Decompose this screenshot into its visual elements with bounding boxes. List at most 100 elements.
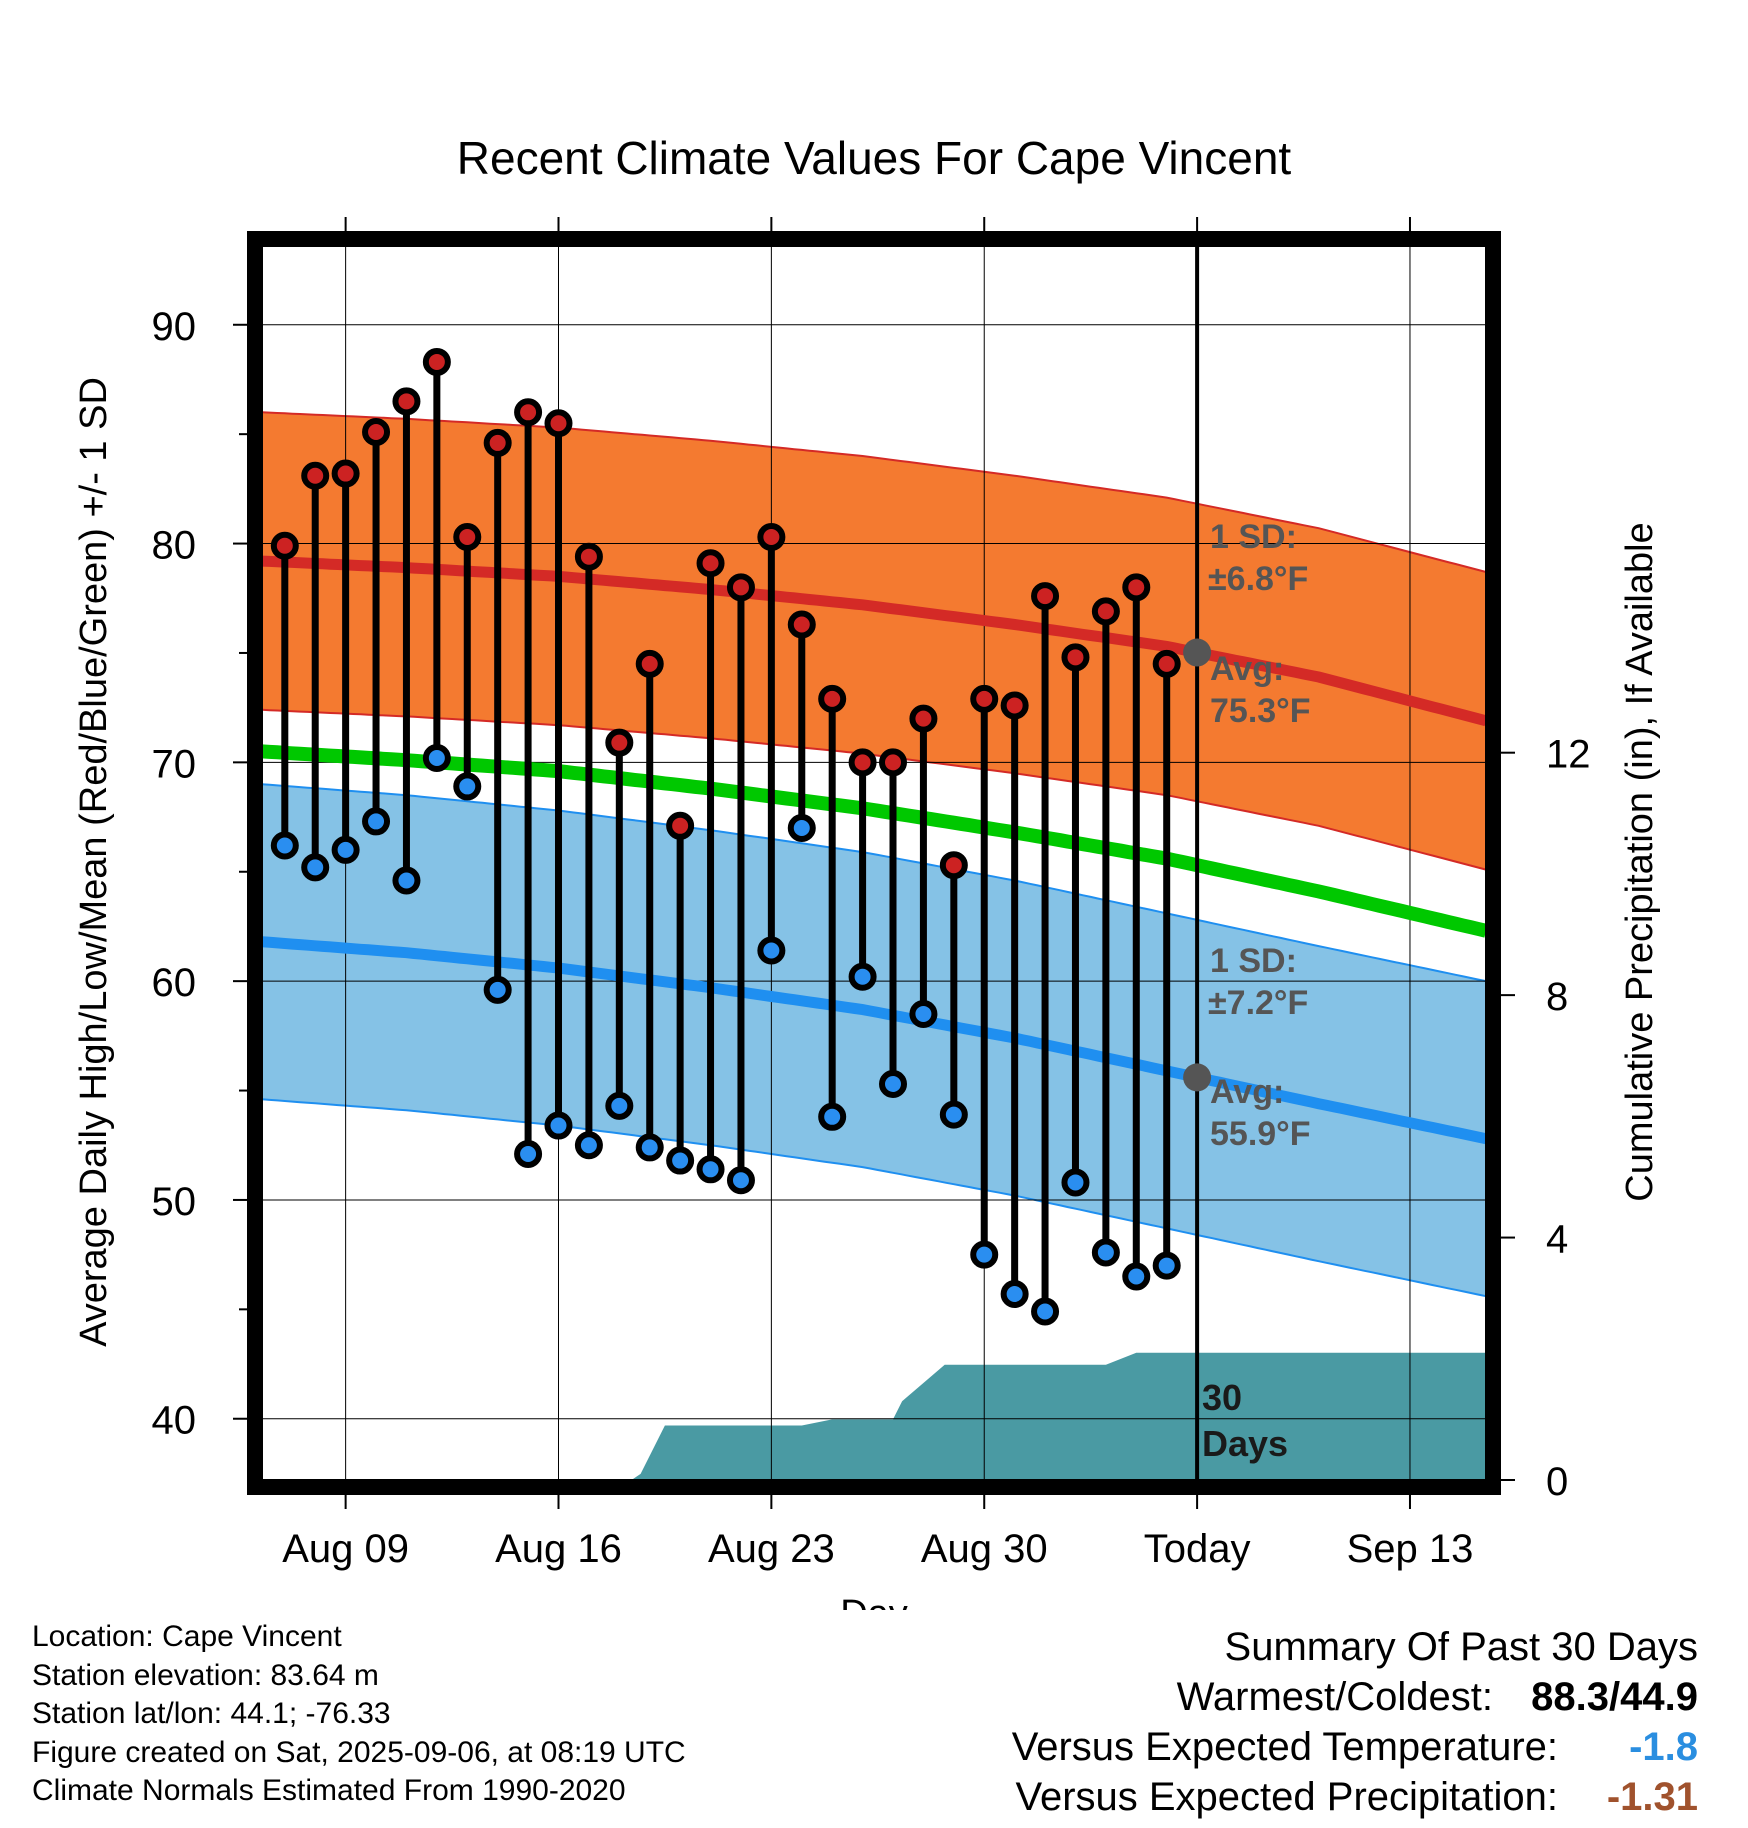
observed-high-point — [818, 684, 847, 713]
plot-border — [247, 231, 1501, 1495]
observed-high-point — [726, 573, 755, 602]
observed-high-point — [1061, 643, 1090, 672]
observed-high-point — [1031, 582, 1060, 611]
warmest-coldest-label: Warmest/Coldest: — [1176, 1675, 1493, 1719]
station-elevation: Station elevation: 83.64 m — [32, 1658, 379, 1692]
observed-low-point — [1091, 1238, 1120, 1267]
summary-panel: Summary Of Past 30 Days Warmest/Coldest:… — [1012, 1622, 1698, 1822]
observed-low-point — [939, 1100, 968, 1129]
window-unit-label: Days — [1202, 1423, 1288, 1464]
observed-high-point — [301, 461, 330, 490]
normal-bands — [261, 411, 1487, 1298]
observed-high-point — [787, 610, 816, 639]
observed-high-point — [1000, 691, 1029, 720]
high-avg-value: 75.3°F — [1210, 692, 1311, 730]
observed-low-point — [726, 1166, 755, 1195]
observed-high-point — [909, 704, 938, 733]
x-tick-label: Sep 13 — [1347, 1527, 1474, 1571]
observed-high-point — [331, 459, 360, 488]
observed-high-point — [514, 398, 543, 427]
y-tick-label: 40 — [152, 1399, 197, 1443]
observed-low-point — [605, 1091, 634, 1120]
y2-axis-label: Cumulative Precipitation (in), If Availa… — [1619, 522, 1661, 1201]
summary-precip-row: Versus Expected Precipitation: -1.31 — [1012, 1772, 1698, 1822]
figure-created: Figure created on Sat, 2025-09-06, at 08… — [32, 1735, 686, 1769]
observed-high-point — [483, 428, 512, 457]
y-tick-label: 70 — [152, 742, 197, 786]
cumulative-precip-area — [262, 1352, 1486, 1480]
observed-low-point — [909, 999, 938, 1028]
observed-high-point — [453, 522, 482, 551]
observed-high-point — [422, 347, 451, 376]
low-band-upper-edge — [261, 783, 1487, 983]
observed-low-point — [787, 813, 816, 842]
observed-low-point — [301, 853, 330, 882]
observed-high-point — [544, 409, 573, 438]
x-tick-label: Aug 09 — [282, 1527, 409, 1571]
summary-temp-row: Versus Expected Temperature: -1.8 — [1012, 1722, 1698, 1772]
observed-low-point — [696, 1155, 725, 1184]
x-tick-label: Aug 16 — [495, 1527, 622, 1571]
low-band-lower-edge — [261, 1098, 1487, 1298]
y2-tick-label: 4 — [1546, 1218, 1568, 1262]
observed-high-point — [392, 387, 421, 416]
observed-low-point — [362, 807, 391, 836]
observed-low-point — [574, 1131, 603, 1160]
today-normal-low-marker — [1183, 1063, 1212, 1092]
observed-high-point — [666, 811, 695, 840]
low-avg-value: 55.9°F — [1210, 1115, 1311, 1153]
x-tick-label: Aug 23 — [708, 1527, 835, 1571]
observed-low-point — [848, 962, 877, 991]
y-tick-label: 80 — [152, 524, 197, 568]
temp-anomaly-value: -1.8 — [1629, 1725, 1698, 1769]
y2-tick-label: 8 — [1546, 975, 1568, 1019]
low-avg-label: Avg: — [1210, 1073, 1284, 1111]
observed-low-point — [757, 936, 786, 965]
observed-low-point — [635, 1133, 664, 1162]
observed-high-point — [1091, 597, 1120, 626]
observed-low-point — [818, 1102, 847, 1131]
y2-tick-label: 0 — [1546, 1460, 1568, 1504]
normal-low-line — [261, 936, 1488, 1145]
high-band-upper-edge — [261, 411, 1487, 573]
observed-high-point — [605, 728, 634, 757]
observed-low-point — [1122, 1262, 1151, 1291]
observed-low-point — [514, 1139, 543, 1168]
y-tick-label: 60 — [152, 961, 197, 1005]
observed-low-point — [270, 831, 299, 860]
summary-warmest-coldest-row: Warmest/Coldest: 88.3/44.9 — [1012, 1672, 1698, 1722]
station-location: Location: Cape Vincent — [32, 1620, 342, 1653]
high-avg-label: Avg: — [1210, 650, 1284, 688]
observed-high-point — [970, 684, 999, 713]
warmest-coldest-value: 88.3/44.9 — [1531, 1675, 1698, 1719]
high-sd-band — [262, 412, 1486, 870]
observed-low-point — [970, 1240, 999, 1269]
chart-title: Recent Climate Values For Cape Vincent — [457, 132, 1292, 184]
observed-high-point — [270, 531, 299, 560]
station-latlon: Station lat/lon: 44.1; -76.33 — [32, 1697, 391, 1730]
y-tick-label: 90 — [152, 305, 197, 349]
observed-low-point — [879, 1069, 908, 1098]
y-axis-label: Average Daily High/Low/Mean (Red/Blue/Gr… — [73, 377, 115, 1347]
observed-high-point — [635, 649, 664, 678]
observed-low-point — [1061, 1168, 1090, 1197]
observed-low-point — [666, 1146, 695, 1175]
x-axis-label: Day — [840, 1593, 908, 1610]
plot-frame — [247, 231, 1501, 1495]
observed-high-point — [696, 549, 725, 578]
observed-high-point — [848, 748, 877, 777]
observed-low-point — [1152, 1251, 1181, 1280]
low-sd-value: ±7.2°F — [1208, 984, 1308, 1022]
axes: 40 50 60 70 80 90 0 4 8 12 Aug 09 Aug 16 Aug 23 Aug 3… — [152, 217, 1591, 1571]
high-sd-label: 1 SD: — [1210, 518, 1297, 556]
precip-anomaly-label: Versus Expected Precipitation: — [1015, 1775, 1558, 1819]
low-sd-label: 1 SD: — [1210, 942, 1297, 980]
y-tick-label: 50 — [152, 1180, 197, 1224]
precipitation-area — [262, 1352, 1486, 1480]
observed-low-point — [483, 975, 512, 1004]
observed-low-point — [544, 1111, 573, 1140]
precip-anomaly-value: -1.31 — [1606, 1775, 1698, 1819]
observed-high-point — [1152, 649, 1181, 678]
x-tick-label: Today — [1144, 1527, 1251, 1571]
x-tick-label: Aug 30 — [921, 1527, 1048, 1571]
